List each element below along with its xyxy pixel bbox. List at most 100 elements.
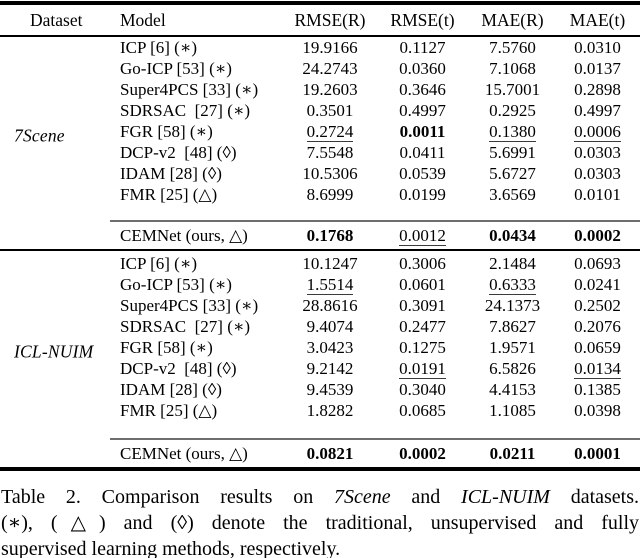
model-cell: CEMNet (ours, △)	[120, 225, 248, 245]
value-text: 0.0001	[574, 443, 621, 463]
value-cell: 0.0310	[555, 37, 640, 58]
value-text: 0.1380	[489, 122, 536, 142]
value-text: 9.2142	[306, 359, 354, 378]
table-row: FMR [25] (△) 8.6999 0.0199 3.6569 0.0101	[0, 184, 640, 205]
value-cell: 0.0191	[375, 358, 470, 379]
value-cell: 0.3040	[375, 379, 470, 400]
group-separator-rule	[0, 248, 640, 251]
value-cell: 7.8627	[470, 316, 555, 337]
table-row: SDRSAC [27] (∗) 9.4074 0.2477 7.8627 0.2076	[0, 316, 640, 337]
value-text: 0.2477	[399, 317, 446, 336]
value-cell: 0.0303	[555, 163, 640, 184]
value-cell: 6.5826	[470, 358, 555, 379]
results-table: Dataset Model RMSE(R) RMSE(t) MAE(R) MAE…	[0, 1, 640, 471]
model-cell: SDRSAC [27] (∗)	[120, 317, 251, 336]
value-cell: 0.2502	[555, 295, 640, 316]
table-row: IDAM [28] (◊) 10.5306 0.0539 5.6727 0.0303	[0, 163, 640, 184]
value-text: 28.8616	[302, 296, 358, 315]
value-text: 0.0601	[399, 275, 446, 294]
value-text: 19.2603	[302, 80, 358, 99]
value-text: 7.1068	[489, 59, 536, 78]
value-text: 0.0303	[574, 143, 621, 162]
value-text: 0.0398	[574, 401, 621, 420]
model-cell: Super4PCS [33] (∗)	[120, 80, 259, 99]
table-row: ICP [6] (∗) 19.9166 0.1127 7.5760 0.0310	[0, 37, 640, 58]
table-body: 7Scene ICP [6] (∗) 19.9166 0.1127 7.5760 0.03…	[0, 37, 640, 467]
model-cell: ICP [6] (∗)	[120, 254, 198, 273]
value-cell: 10.5306	[285, 163, 375, 184]
value-cell: 0.2925	[470, 100, 555, 121]
model-cell: Super4PCS [33] (∗)	[120, 296, 259, 315]
value-cell: 0.1380	[470, 121, 555, 142]
value-text: 4.4153	[489, 380, 536, 399]
value-text: 0.2925	[489, 101, 536, 120]
table-row: Super4PCS [33] (∗) 28.8616 0.3091 24.1373 0.…	[0, 295, 640, 316]
ours-row: CEMNet (ours, △) 0.1768 0.0012 0.0434 0.0002	[0, 222, 640, 249]
table-header-row: Dataset Model RMSE(R) RMSE(t) MAE(R) MAE…	[0, 5, 640, 35]
model-cell: FMR [25] (△)	[120, 401, 218, 420]
value-cell: 0.0539	[375, 163, 470, 184]
table-row: DCP-v2 [48] (◊) 7.5548 0.0411 5.6991 0.0303	[0, 142, 640, 163]
value-cell: 0.0685	[375, 400, 470, 421]
caption-text: Table 2. Comparison results on	[1, 485, 334, 508]
value-cell: 2.1484	[470, 253, 555, 274]
value-cell: 15.7001	[470, 79, 555, 100]
dataset-group: 7Scene ICP [6] (∗) 19.9166 0.1127 7.5760 0.03…	[0, 37, 640, 249]
table-row: IDAM [28] (◊) 9.4539 0.3040 4.4153 0.1385	[0, 379, 640, 400]
value-text: 0.3091	[399, 296, 446, 315]
value-text: 0.0360	[399, 59, 446, 78]
value-text: 0.4997	[399, 101, 446, 120]
table-row: ICP [6] (∗) 10.1247 0.3006 2.1484 0.0693	[0, 253, 640, 274]
caption-text: (∗), (△) and (◊) denote the traditional,…	[1, 511, 639, 534]
value-text: 0.0211	[489, 443, 536, 463]
value-text: 0.1275	[399, 338, 446, 357]
value-cell: 0.6333	[470, 274, 555, 295]
value-text: 9.4074	[306, 317, 354, 336]
value-text: 3.0423	[306, 338, 354, 357]
value-text: 7.5548	[306, 143, 354, 162]
value-text: 0.0137	[574, 59, 621, 78]
value-text: 7.5760	[489, 38, 536, 57]
value-text: 1.1085	[489, 401, 536, 420]
model-cell: FMR [25] (△)	[120, 185, 218, 204]
table-top-rule	[0, 1, 640, 5]
value-cell: 1.9571	[470, 337, 555, 358]
value-text: 1.9571	[489, 338, 536, 357]
table-row: SDRSAC [27] (∗) 0.3501 0.4997 0.2925 0.4997	[0, 100, 640, 121]
value-text: 0.0199	[399, 185, 446, 204]
value-cell: 0.2724	[285, 121, 375, 142]
value-cell: 0.1275	[375, 337, 470, 358]
table-row: DCP-v2 [48] (◊) 9.2142 0.0191 6.5826 0.0134	[0, 358, 640, 379]
caption-italic-text: ICL-NUIM	[461, 485, 550, 508]
table-row: Go-ICP [53] (∗) 1.5514 0.0601 0.6333 0.0241	[0, 274, 640, 295]
value-cell: 7.5548	[285, 142, 375, 163]
value-cell: 0.1127	[375, 37, 470, 58]
caption-line: supervised learning methods, respectivel…	[1, 536, 639, 558]
table-row: Super4PCS [33] (∗) 19.2603 0.3646 15.7001 0.…	[0, 79, 640, 100]
value-text: 0.0012	[399, 225, 446, 246]
value-text: 10.5306	[302, 164, 358, 183]
value-cell: 0.0012	[375, 222, 470, 249]
value-cell: 0.0659	[555, 337, 640, 358]
value-cell: 0.0002	[555, 222, 640, 249]
value-cell: 0.0199	[375, 184, 470, 205]
table-caption: Table 2. Comparison results on 7Scene an…	[0, 484, 640, 558]
header-rmse-t: RMSE(t)	[390, 10, 455, 30]
table-row: FMR [25] (△) 1.8282 0.0685 1.1085 0.0398	[0, 400, 640, 421]
value-cell: 0.0011	[375, 121, 470, 142]
dataset-label: ICL-NUIM	[14, 341, 94, 362]
value-text: 0.3006	[399, 254, 446, 273]
value-text: 1.5514	[306, 275, 354, 295]
value-cell: 9.4074	[285, 316, 375, 337]
value-text: 10.1247	[302, 254, 358, 273]
value-cell: 10.1247	[285, 253, 375, 274]
value-text: 0.0659	[574, 338, 621, 357]
value-cell: 0.0693	[555, 253, 640, 274]
value-cell: 9.4539	[285, 379, 375, 400]
value-cell: 3.6569	[470, 184, 555, 205]
model-cell: Go-ICP [53] (∗)	[120, 59, 232, 78]
value-cell: 0.0601	[375, 274, 470, 295]
value-cell: 0.1768	[285, 222, 375, 249]
value-text: 0.0002	[399, 443, 446, 463]
value-text: 9.4539	[306, 380, 354, 399]
